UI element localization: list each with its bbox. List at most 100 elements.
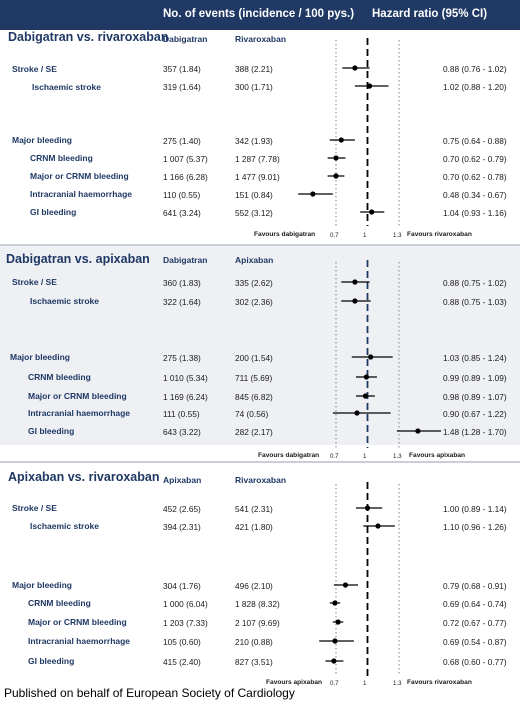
- panel-divider-2: [0, 461, 520, 463]
- events-col1: 1 000 (6.04): [163, 599, 208, 609]
- events-col2: 1 287 (7.78): [235, 154, 280, 164]
- row-label: CRNM bleeding: [28, 372, 91, 382]
- events-col2: 1 828 (8.32): [235, 599, 280, 609]
- favours-right: Favours rivaroxaban: [407, 679, 472, 686]
- panel-title: Dabigatran vs. apixaban: [6, 252, 150, 266]
- hr-value: 1.48 (1.28 - 1.70): [443, 427, 507, 437]
- events-col2: 827 (3.51): [235, 657, 273, 667]
- row-label: Major bleeding: [10, 352, 70, 362]
- events-col2: 200 (1.54): [235, 353, 273, 363]
- events-col1: 1 203 (7.33): [163, 618, 208, 628]
- events-col2: 282 (2.17): [235, 427, 273, 437]
- point-estimate: [354, 410, 360, 416]
- hr-value: 1.02 (0.88 - 1.20): [443, 82, 507, 92]
- events-col1: 452 (2.65): [163, 504, 201, 514]
- point-estimate: [352, 298, 358, 304]
- events-col2: 300 (1.71): [235, 82, 273, 92]
- events-col1: 322 (1.64): [163, 297, 201, 307]
- events-heading: No. of events (incidence / 100 pys.): [163, 8, 355, 20]
- row-label: Major or CRNM bleeding: [28, 617, 127, 627]
- events-col2: 1 477 (9.01): [235, 172, 280, 182]
- events-col1: 1 169 (6.24): [163, 392, 208, 402]
- tick-label: 1: [363, 453, 367, 460]
- row-label: GI bleeding: [28, 426, 75, 436]
- point-estimate: [335, 619, 341, 625]
- hr-value: 0.70 (0.62 - 0.78): [443, 172, 507, 182]
- col1-heading: Dabigatran: [163, 34, 208, 44]
- tick-label: 1.3: [393, 232, 402, 239]
- events-col1: 111 (0.55): [163, 409, 200, 419]
- point-estimate: [332, 638, 338, 644]
- hr-value: 0.88 (0.76 - 1.02): [443, 64, 507, 74]
- tick-label: 1.3: [393, 453, 402, 460]
- panel-divider-1: [0, 244, 520, 246]
- point-estimate: [367, 83, 373, 89]
- hr-value: 0.99 (0.89 - 1.09): [443, 373, 507, 383]
- events-col1: 394 (2.31): [163, 522, 201, 532]
- favours-left: Favours dabigatran: [258, 452, 320, 459]
- events-col2: 335 (2.62): [235, 278, 273, 288]
- row-label: Major or CRNM bleeding: [30, 171, 129, 181]
- row-label: Ischaemic stroke: [30, 296, 99, 306]
- footer-note: Published on behalf of European Society …: [4, 686, 295, 700]
- tick-label: 0.7: [330, 680, 339, 687]
- tick-label: 0.7: [330, 232, 339, 239]
- hr-value: 0.88 (0.75 - 1.03): [443, 297, 507, 307]
- row-label: Major bleeding: [12, 135, 72, 145]
- events-col2: 2 107 (9.69): [235, 618, 280, 628]
- events-col1: 105 (0.60): [163, 637, 201, 647]
- events-col2: 74 (0.56): [235, 409, 269, 419]
- events-col1: 357 (1.84): [163, 64, 201, 74]
- hr-value: 0.68 (0.60 - 0.77): [443, 657, 507, 667]
- tick-label: 0.7: [330, 453, 339, 460]
- hr-value: 0.72 (0.67 - 0.77): [443, 618, 507, 628]
- tick-label: 1.3: [393, 680, 402, 687]
- events-col1: 275 (1.40): [163, 136, 201, 146]
- hr-value: 0.75 (0.64 - 0.88): [443, 136, 507, 146]
- hr-value: 0.48 (0.34 - 0.67): [443, 190, 507, 200]
- events-col2: 711 (5.69): [235, 373, 273, 383]
- events-col1: 110 (0.55): [163, 190, 201, 200]
- row-label: Intracranial haemorrhage: [28, 636, 131, 646]
- events-col1: 1 007 (5.37): [163, 154, 208, 164]
- row-label: CRNM bleeding: [28, 598, 91, 608]
- row-label: Intracranial haemorrhage: [30, 189, 133, 199]
- row-label: CRNM bleeding: [30, 153, 93, 163]
- point-estimate: [333, 173, 339, 179]
- hr-value: 1.10 (0.96 - 1.26): [443, 522, 507, 532]
- events-col1: 275 (1.38): [163, 353, 201, 363]
- hr-value: 0.79 (0.68 - 0.91): [443, 581, 507, 591]
- row-label: Stroke / SE: [12, 277, 57, 287]
- row-label: Ischaemic stroke: [32, 82, 101, 92]
- point-estimate: [363, 374, 370, 380]
- point-estimate: [415, 428, 421, 434]
- hr-value: 0.98 (0.89 - 1.07): [443, 392, 507, 402]
- point-estimate: [333, 155, 339, 161]
- events-col1: 415 (2.40): [163, 657, 201, 667]
- hr-value: 1.04 (0.93 - 1.16): [443, 208, 507, 218]
- events-col1: 360 (1.83): [163, 278, 201, 288]
- hr-value: 0.69 (0.64 - 0.74): [443, 599, 507, 609]
- col2-heading: Rivaroxaban: [235, 34, 287, 44]
- events-col1: 643 (3.22): [163, 427, 201, 437]
- favours-right: Favours rivaroxaban: [407, 231, 472, 238]
- panel-title: Dabigatran vs. rivaroxaban: [8, 30, 169, 44]
- events-col2: 342 (1.93): [235, 136, 273, 146]
- tick-label: 1: [363, 232, 367, 239]
- events-col2: 552 (3.12): [235, 208, 273, 218]
- point-estimate: [368, 354, 374, 360]
- tick-label: 1: [363, 680, 367, 687]
- hr-value: 1.00 (0.89 - 1.14): [443, 504, 507, 514]
- row-label: Intracranial haemorrhage: [28, 408, 131, 418]
- events-col2: 421 (1.80): [235, 522, 273, 532]
- events-col1: 319 (1.64): [163, 82, 201, 92]
- events-col2: 151 (0.84): [235, 190, 273, 200]
- col2-heading: Rivaroxaban: [235, 475, 287, 485]
- panel-title: Apixaban vs. rivaroxaban: [8, 470, 160, 484]
- events-col1: 641 (3.24): [163, 208, 201, 218]
- hr-value: 0.88 (0.75 - 1.02): [443, 278, 507, 288]
- events-col1: 1 010 (5.34): [163, 373, 208, 383]
- events-col2: 541 (2.31): [235, 504, 273, 514]
- point-estimate: [310, 191, 316, 197]
- events-col2: 845 (6.82): [235, 392, 273, 402]
